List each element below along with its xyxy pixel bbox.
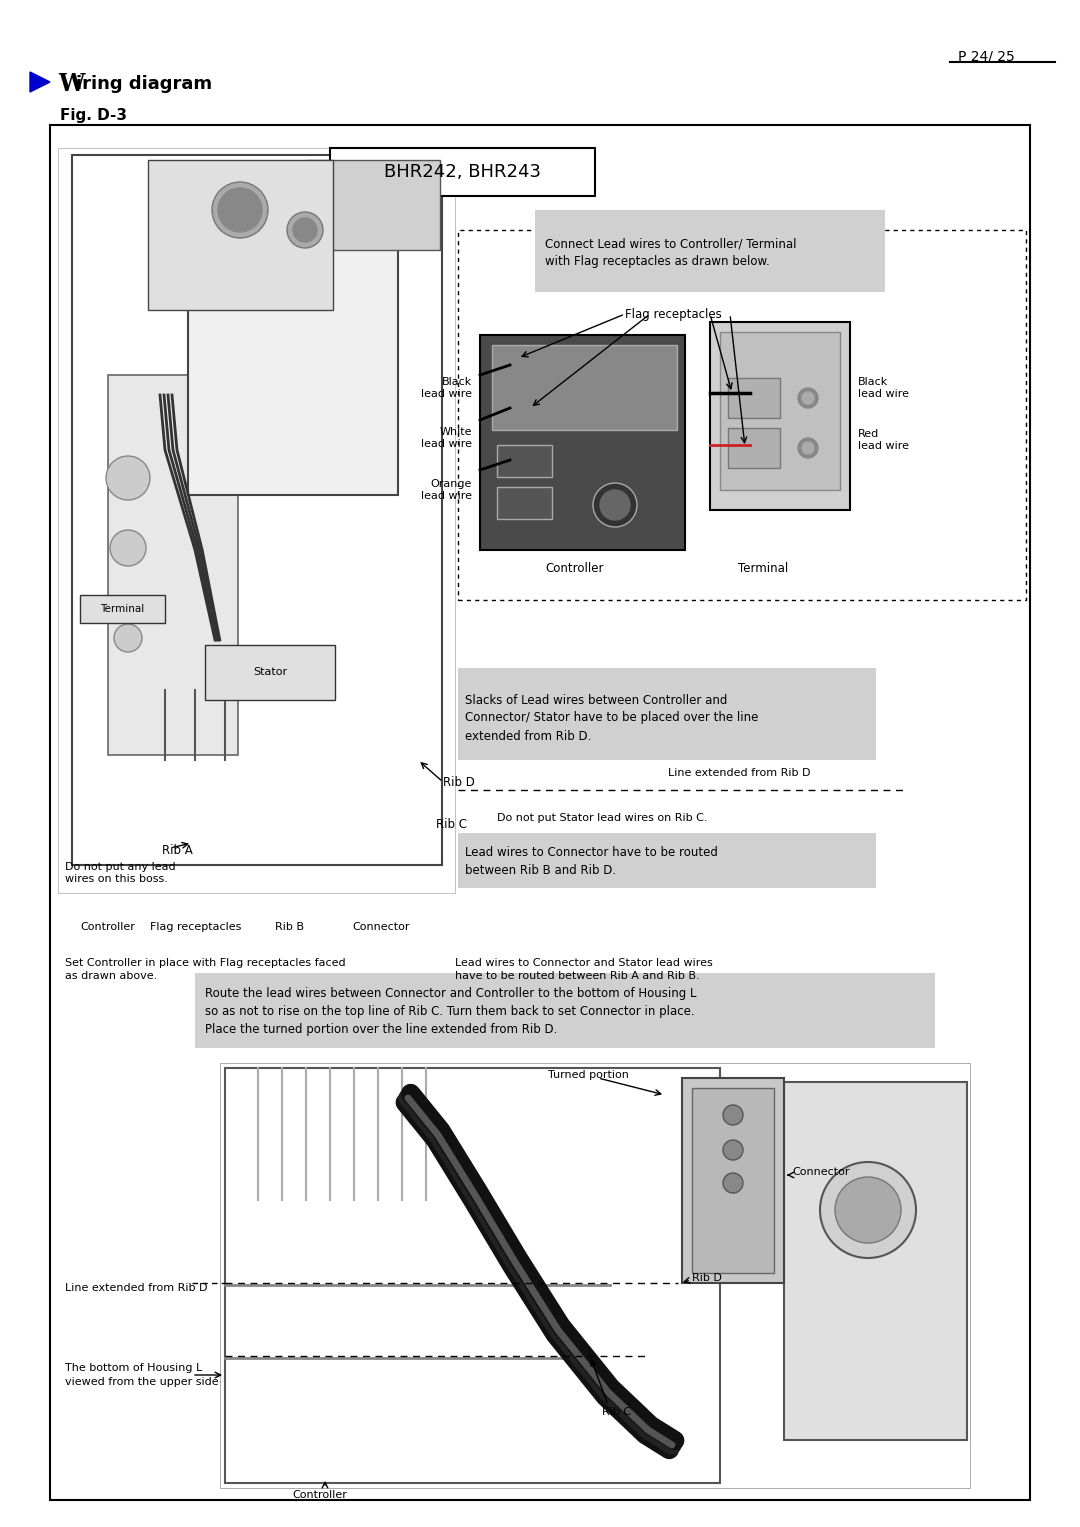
Text: P 24/ 25: P 24/ 25: [958, 50, 1015, 64]
Bar: [458, 834, 876, 889]
Text: BHR242, BHR243: BHR242, BHR243: [383, 163, 540, 182]
Text: Lead wires to Connector have to be routed
between Rib B and Rib D.: Lead wires to Connector have to be route…: [465, 846, 718, 876]
Circle shape: [593, 483, 637, 527]
Text: Rib C: Rib C: [602, 1406, 631, 1417]
Circle shape: [218, 188, 262, 232]
Text: Stator: Stator: [253, 667, 287, 676]
Text: Rib B: Rib B: [275, 922, 303, 931]
Circle shape: [114, 625, 141, 652]
Circle shape: [600, 490, 630, 521]
Bar: [720, 331, 840, 490]
Text: Line extended from Rib D: Line extended from Rib D: [65, 1283, 207, 1293]
Text: Terminal: Terminal: [738, 562, 788, 576]
Text: W: W: [58, 72, 84, 96]
Text: Controller: Controller: [292, 1490, 347, 1500]
Text: Flag receptacles: Flag receptacles: [150, 922, 241, 931]
Circle shape: [212, 182, 268, 238]
Bar: [728, 428, 780, 467]
Text: Controller: Controller: [545, 562, 604, 576]
Text: Terminal: Terminal: [99, 605, 144, 614]
Text: Fig. D-3: Fig. D-3: [60, 108, 127, 124]
Bar: [108, 376, 238, 754]
Circle shape: [820, 1162, 916, 1258]
Bar: [58, 148, 455, 893]
Bar: [692, 1089, 774, 1274]
Circle shape: [802, 392, 814, 405]
Bar: [195, 973, 935, 1048]
Text: Do not put Stator lead wires on Rib C.: Do not put Stator lead wires on Rib C.: [497, 812, 707, 823]
Bar: [497, 444, 552, 476]
Circle shape: [835, 1177, 901, 1243]
Text: Red
lead wire: Red lead wire: [858, 429, 909, 450]
Text: Connect Lead wires to Controller/ Terminal
with Flag receptacles as drawn below.: Connect Lead wires to Controller/ Termin…: [545, 238, 797, 269]
Text: iring diagram: iring diagram: [76, 75, 212, 93]
Bar: [681, 1078, 784, 1283]
Text: Rib D: Rib D: [692, 1274, 721, 1283]
Text: Route the lead wires between Connector and Controller to the bottom of Housing L: Route the lead wires between Connector a…: [205, 988, 697, 1037]
Bar: [80, 596, 165, 623]
Text: Set Controller in place with Flag receptacles faced
as drawn above.: Set Controller in place with Flag recept…: [65, 957, 346, 982]
Circle shape: [798, 388, 818, 408]
Circle shape: [723, 1106, 743, 1125]
Text: Lead wires to Connector and Stator lead wires
have to be routed between Rib A an: Lead wires to Connector and Stator lead …: [455, 957, 713, 982]
Bar: [458, 231, 1026, 600]
Text: The bottom of Housing L
viewed from the upper side: The bottom of Housing L viewed from the …: [65, 1364, 218, 1387]
Bar: [305, 160, 440, 250]
Text: Connector: Connector: [352, 922, 409, 931]
Bar: [497, 487, 552, 519]
Text: Line extended from Rib D: Line extended from Rib D: [669, 768, 810, 777]
Bar: [492, 345, 677, 431]
Bar: [148, 160, 333, 310]
Bar: [188, 231, 399, 495]
Circle shape: [723, 1173, 743, 1193]
Text: Flag receptacles: Flag receptacles: [625, 308, 721, 321]
Circle shape: [110, 530, 146, 567]
Polygon shape: [30, 72, 50, 92]
Bar: [225, 1067, 720, 1483]
Circle shape: [802, 441, 814, 454]
Bar: [480, 334, 685, 550]
Text: Rib C: Rib C: [436, 817, 467, 831]
Bar: [784, 1083, 967, 1440]
Circle shape: [293, 218, 318, 241]
Text: Black
lead wire: Black lead wire: [858, 377, 909, 399]
Bar: [728, 379, 780, 418]
Bar: [710, 322, 850, 510]
Circle shape: [287, 212, 323, 247]
Text: Turned portion: Turned portion: [548, 1070, 629, 1080]
Bar: [330, 148, 595, 195]
Bar: [220, 1063, 970, 1487]
Text: Slacks of Lead wires between Controller and
Connector/ Stator have to be placed : Slacks of Lead wires between Controller …: [465, 693, 758, 742]
Bar: [205, 644, 335, 699]
Circle shape: [723, 1141, 743, 1161]
Text: Orange
lead wire: Orange lead wire: [421, 479, 472, 501]
Text: White
lead wire: White lead wire: [421, 428, 472, 449]
Bar: [458, 667, 876, 760]
Text: Controller: Controller: [80, 922, 135, 931]
Text: Do not put any lead
wires on this boss.: Do not put any lead wires on this boss.: [65, 863, 176, 884]
Circle shape: [106, 457, 150, 499]
Circle shape: [798, 438, 818, 458]
Text: Black
lead wire: Black lead wire: [421, 377, 472, 399]
Text: Connector: Connector: [792, 1167, 850, 1177]
Bar: [72, 156, 442, 864]
Text: Rib A: Rib A: [162, 843, 192, 857]
Bar: [535, 211, 885, 292]
Text: Rib D: Rib D: [443, 776, 475, 788]
